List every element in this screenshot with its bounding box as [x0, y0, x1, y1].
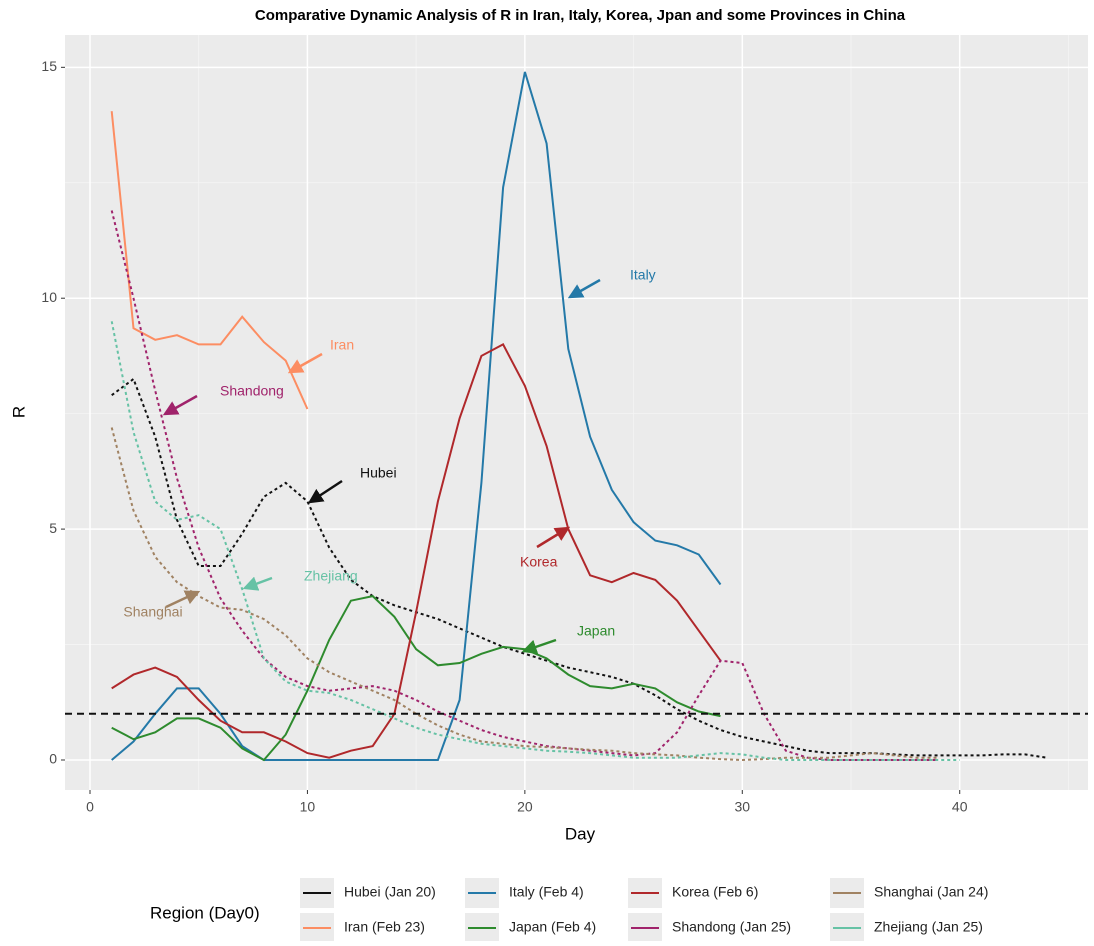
y-tick-label: 5	[49, 520, 57, 536]
y-tick-label: 10	[41, 289, 57, 305]
series-line	[110, 111, 309, 410]
annotation-arrow	[162, 394, 198, 416]
x-tick-label: 40	[952, 799, 968, 815]
series-line	[111, 71, 722, 761]
annotation: Korea	[520, 554, 558, 570]
chart-title: Comparative Dynamic Analysis of R in Ira…	[255, 7, 906, 24]
x-tick-label: 0	[86, 799, 94, 815]
annotation: Shanghai	[123, 604, 182, 620]
annotation-arrow	[242, 576, 273, 591]
annotation: Hubei	[360, 465, 397, 481]
legend-title: Region (Day0)	[150, 903, 260, 922]
series-line	[111, 377, 1047, 759]
plot-panel	[65, 35, 1088, 790]
series-line	[110, 210, 938, 761]
y-tick-label: 15	[41, 58, 57, 74]
annotation-arrow	[521, 638, 557, 655]
annotation-arrow	[307, 479, 343, 504]
annotation-arrow	[165, 590, 201, 609]
legend-label: Korea (Feb 6)	[672, 884, 758, 900]
annotation: Japan	[577, 623, 615, 639]
x-tick-label: 20	[517, 799, 533, 815]
annotation-arrow	[536, 526, 571, 549]
x-axis-label: Day	[565, 824, 596, 843]
annotation: Iran	[330, 337, 354, 353]
y-axis-label: R	[9, 406, 28, 418]
legend-label: Shandong (Jan 25)	[672, 919, 791, 935]
annotation: Italy	[630, 267, 656, 283]
annotation-arrow	[287, 352, 323, 374]
legend-label: Zhejiang (Jan 25)	[874, 919, 983, 935]
series-line	[111, 595, 721, 762]
legend-label: Italy (Feb 4)	[509, 884, 584, 900]
legend-label: Hubei (Jan 20)	[344, 884, 436, 900]
legend-label: Japan (Feb 4)	[509, 919, 596, 935]
annotation: Shandong	[220, 383, 284, 399]
x-tick-label: 10	[300, 799, 316, 815]
annotation-arrow	[567, 278, 601, 299]
series-line	[110, 321, 960, 761]
x-tick-label: 30	[735, 799, 751, 815]
annotation: Zhejiang	[304, 568, 358, 584]
y-tick-label: 0	[49, 751, 57, 767]
legend-label: Iran (Feb 23)	[344, 919, 425, 935]
legend-label: Shanghai (Jan 24)	[874, 884, 988, 900]
